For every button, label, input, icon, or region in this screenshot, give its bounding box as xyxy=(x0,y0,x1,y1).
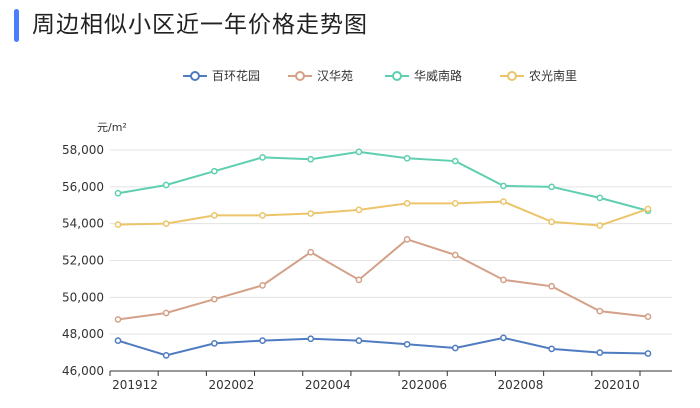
title-accent-bar xyxy=(14,9,19,42)
data-point[interactable] xyxy=(355,148,363,156)
x-tick-label: 202010 xyxy=(594,378,640,392)
x-tick-label: 202006 xyxy=(401,378,447,392)
page-title: 周边相似小区近一年价格走势图 xyxy=(32,12,368,38)
y-tick-label: 48,000 xyxy=(62,327,104,341)
series-lines xyxy=(114,148,652,359)
data-point[interactable] xyxy=(355,206,363,214)
data-point[interactable] xyxy=(548,183,555,191)
data-point[interactable] xyxy=(307,335,315,343)
data-point[interactable] xyxy=(211,167,218,175)
data-point[interactable] xyxy=(644,205,652,213)
legend-item[interactable]: 汉华苑 xyxy=(288,69,353,83)
data-point[interactable] xyxy=(403,235,411,243)
y-tick-label: 50,000 xyxy=(62,290,104,304)
data-point[interactable] xyxy=(162,220,170,228)
data-point[interactable] xyxy=(403,154,411,162)
series-line xyxy=(117,150,649,212)
x-tick-label: 202002 xyxy=(208,378,254,392)
legend-label: 华威南路 xyxy=(414,68,462,83)
data-point[interactable] xyxy=(596,349,604,356)
data-point[interactable] xyxy=(162,309,170,317)
x-tick-label: 202008 xyxy=(498,378,544,392)
data-point[interactable] xyxy=(451,157,459,165)
x-tick-label: 201912 xyxy=(112,378,158,392)
data-point[interactable] xyxy=(114,189,122,197)
data-point[interactable] xyxy=(451,200,459,207)
data-point[interactable] xyxy=(211,295,218,303)
data-point[interactable] xyxy=(451,344,459,352)
data-point[interactable] xyxy=(451,251,459,259)
data-point[interactable] xyxy=(259,212,266,219)
y-axis-ticks: 46,000 48,000 50,000 52,000 54,000 56,000 58,0… xyxy=(62,143,104,378)
series-line xyxy=(117,336,649,357)
series-line xyxy=(117,238,649,321)
legend-swatch-dot xyxy=(295,71,305,81)
data-point[interactable] xyxy=(211,340,218,347)
data-point[interactable] xyxy=(307,155,315,163)
legend-item[interactable]: 农光南里 xyxy=(500,68,577,83)
data-point[interactable] xyxy=(548,345,555,353)
data-point[interactable] xyxy=(355,276,363,284)
data-point[interactable] xyxy=(355,337,363,344)
data-point[interactable] xyxy=(307,210,315,217)
data-point[interactable] xyxy=(548,218,555,226)
data-point[interactable] xyxy=(548,282,555,290)
x-axis: 201912 202002 202004 202006 202008 202010 xyxy=(109,370,672,392)
data-point[interactable] xyxy=(114,337,122,344)
legend-label: 农光南里 xyxy=(529,68,577,83)
data-point[interactable] xyxy=(259,282,266,289)
data-point[interactable] xyxy=(500,182,507,190)
y-axis-unit-label: 元/m² xyxy=(97,121,127,134)
data-point[interactable] xyxy=(211,212,218,219)
data-point[interactable] xyxy=(644,350,652,357)
data-point[interactable] xyxy=(403,340,411,348)
y-tick-label: 54,000 xyxy=(62,217,104,231)
data-point[interactable] xyxy=(644,313,652,321)
data-point[interactable] xyxy=(114,316,122,323)
legend-label: 百环花园 xyxy=(212,68,260,83)
series-华威南路 xyxy=(114,148,652,215)
data-point[interactable] xyxy=(596,222,604,229)
y-tick-label: 46,000 xyxy=(62,364,104,378)
data-point[interactable] xyxy=(114,221,122,228)
data-point[interactable] xyxy=(500,276,507,284)
series-汉华苑 xyxy=(114,235,652,323)
data-point[interactable] xyxy=(259,337,266,344)
x-tick-label: 202004 xyxy=(305,378,351,392)
legend: 百环花园 汉华苑 华威南路 农光南里 xyxy=(183,68,577,83)
data-point[interactable] xyxy=(596,194,604,202)
data-point[interactable] xyxy=(162,351,170,359)
data-point[interactable] xyxy=(162,181,170,189)
data-point[interactable] xyxy=(307,248,315,256)
legend-item[interactable]: 华威南路 xyxy=(385,68,462,83)
y-tick-label: 52,000 xyxy=(62,254,104,268)
y-tick-label: 58,000 xyxy=(62,143,104,157)
legend-swatch-dot xyxy=(190,71,200,81)
series-农光南里 xyxy=(114,198,652,229)
data-point[interactable] xyxy=(259,154,266,161)
series-line xyxy=(117,200,649,227)
data-point[interactable] xyxy=(596,307,604,315)
y-tick-label: 56,000 xyxy=(62,180,104,194)
data-point[interactable] xyxy=(403,200,411,207)
legend-item[interactable]: 百环花园 xyxy=(183,68,260,83)
legend-swatch-dot xyxy=(392,71,402,81)
series-百环花园 xyxy=(114,334,652,359)
data-point[interactable] xyxy=(500,198,507,205)
data-point[interactable] xyxy=(500,334,507,342)
legend-label: 汉华苑 xyxy=(317,69,353,83)
legend-swatch-dot xyxy=(507,71,517,81)
